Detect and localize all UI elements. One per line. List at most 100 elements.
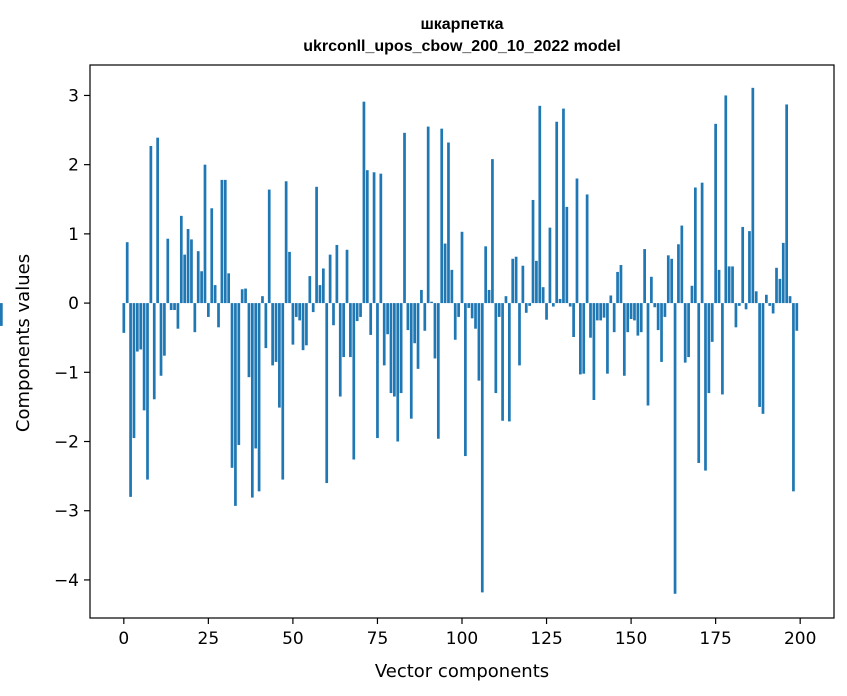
- bar: [227, 273, 231, 304]
- bar: [727, 266, 731, 304]
- y-tick-label: 0: [68, 294, 79, 314]
- x-axis-label: Vector components: [375, 661, 549, 682]
- bar: [156, 137, 159, 304]
- bar: [663, 303, 667, 317]
- bar: [163, 303, 166, 356]
- y-tick-label: 2: [68, 156, 79, 176]
- x-tick-label: 75: [367, 629, 389, 649]
- bar: [234, 303, 237, 506]
- bar: [291, 303, 295, 345]
- chart-subtitle: ukrconll_upos_cbow_200_10_2022 model: [303, 38, 620, 55]
- x-tick-label: 25: [198, 629, 220, 649]
- bar: [311, 303, 315, 313]
- bar: [321, 268, 325, 304]
- bar: [524, 303, 528, 313]
- bar: [748, 231, 751, 304]
- bar: [376, 303, 379, 439]
- bar: [565, 206, 569, 304]
- bar: [203, 164, 207, 304]
- bar: [447, 142, 450, 304]
- bar: [541, 287, 545, 304]
- bar: [467, 303, 471, 308]
- bar: [318, 285, 322, 304]
- bar: [369, 303, 373, 335]
- bar: [247, 303, 251, 378]
- bar: [430, 301, 433, 304]
- x-tick-label: 175: [699, 629, 731, 649]
- bar: [338, 303, 342, 397]
- bar: [545, 303, 548, 320]
- bar: [125, 242, 129, 304]
- bar: [470, 303, 474, 319]
- bar: [325, 303, 329, 484]
- bar: [176, 303, 180, 329]
- bar: [179, 215, 183, 304]
- bar: [602, 303, 606, 318]
- bar: [677, 244, 680, 304]
- bar: [511, 258, 515, 304]
- bar: [359, 303, 362, 317]
- bar: [254, 303, 258, 449]
- bar: [237, 303, 241, 445]
- bar: [491, 159, 494, 304]
- bars-group: [0, 87, 799, 594]
- bar: [514, 256, 518, 304]
- bar: [656, 303, 660, 331]
- bar: [342, 303, 345, 358]
- bar: [132, 303, 136, 439]
- bar: [785, 104, 789, 304]
- bar: [582, 303, 586, 374]
- bar: [700, 182, 704, 304]
- bar: [714, 123, 717, 304]
- bar: [328, 254, 332, 304]
- bar: [281, 303, 285, 480]
- bar: [551, 303, 555, 307]
- bar: [450, 269, 454, 304]
- bar: [278, 303, 281, 408]
- bar: [497, 303, 501, 317]
- bar: [477, 303, 481, 381]
- x-tick-label: 0: [118, 629, 129, 649]
- bar: [146, 303, 149, 480]
- bar: [193, 303, 197, 333]
- bar: [639, 303, 643, 333]
- bar: [294, 303, 298, 317]
- bar: [129, 303, 132, 497]
- bar: [531, 199, 535, 304]
- bar: [365, 170, 369, 304]
- bar: [761, 303, 765, 414]
- bar: [423, 303, 427, 331]
- bar: [196, 251, 200, 304]
- bar: [409, 303, 413, 419]
- bar: [426, 126, 430, 304]
- bar: [305, 303, 308, 346]
- bar: [288, 251, 291, 304]
- bar: [389, 303, 393, 394]
- bar: [213, 285, 217, 304]
- bar: [335, 244, 339, 304]
- bar: [399, 303, 403, 394]
- x-tick-label: 100: [446, 629, 478, 649]
- bar: [504, 296, 508, 304]
- bar: [744, 303, 748, 310]
- bar: [754, 291, 758, 304]
- bar: [765, 294, 768, 304]
- bar: [609, 295, 613, 304]
- bar: [775, 267, 778, 304]
- bar: [315, 186, 318, 304]
- bar: [724, 95, 728, 304]
- bar: [223, 179, 227, 304]
- bar: [301, 303, 305, 351]
- bar: [261, 296, 264, 304]
- bar: [230, 303, 234, 468]
- bar: [379, 173, 383, 304]
- bar: [135, 303, 139, 352]
- bar: [349, 303, 352, 358]
- bar: [666, 255, 670, 304]
- bar: [521, 265, 525, 304]
- bar: [595, 303, 599, 321]
- bar: [650, 276, 653, 304]
- bar: [152, 303, 156, 400]
- bar: [190, 239, 193, 304]
- y-tick-label: 1: [68, 225, 79, 245]
